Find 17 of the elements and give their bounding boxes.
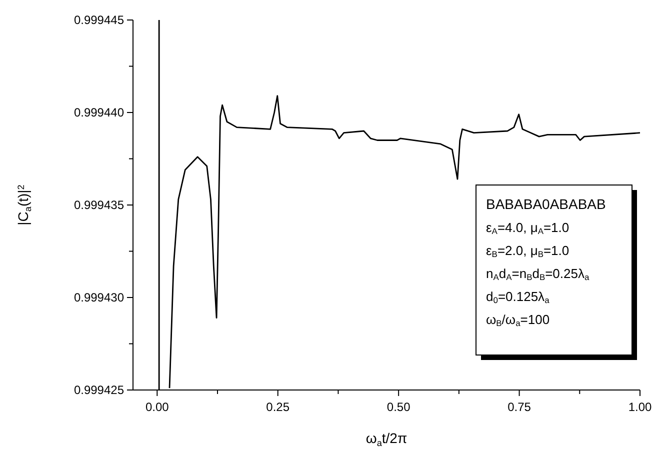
y-tick-label: 0.999430: [74, 290, 124, 304]
annotation: ω$_{B}$/ω$_{a}$=100: [486, 312, 550, 328]
x-axis-title: ω$_{a}$t/2π: [366, 430, 408, 448]
annotation: d$_{0}$=0.125λ$_{a}$: [486, 289, 550, 306]
annotation: ε$_{B}$=2.0, μ$_{B}$=1.0: [486, 243, 570, 260]
y-tick-label: 0.999440: [74, 106, 124, 120]
x-tick-label: 0.75: [508, 400, 532, 414]
x-tick-label: 0.25: [266, 400, 290, 414]
text: n$_{A}$d$_{A}$=n$_{B}$d$_{B}$=0.25λ$_{a}$: [486, 266, 590, 282]
annotation: BABABA0ABABAB: [486, 196, 606, 212]
x-tick-label: 1.00: [628, 400, 652, 414]
y-tick-label: 0.999435: [74, 198, 124, 212]
text: 0.00: [145, 400, 169, 414]
y-tick-label: 0.999445: [74, 13, 124, 27]
x-tick-label: 0.50: [386, 400, 411, 414]
y-tick-label: 0.999425: [74, 383, 124, 397]
annotation: ε$_{A}$=4.0, μ$_{A}$=1.0: [486, 220, 570, 236]
